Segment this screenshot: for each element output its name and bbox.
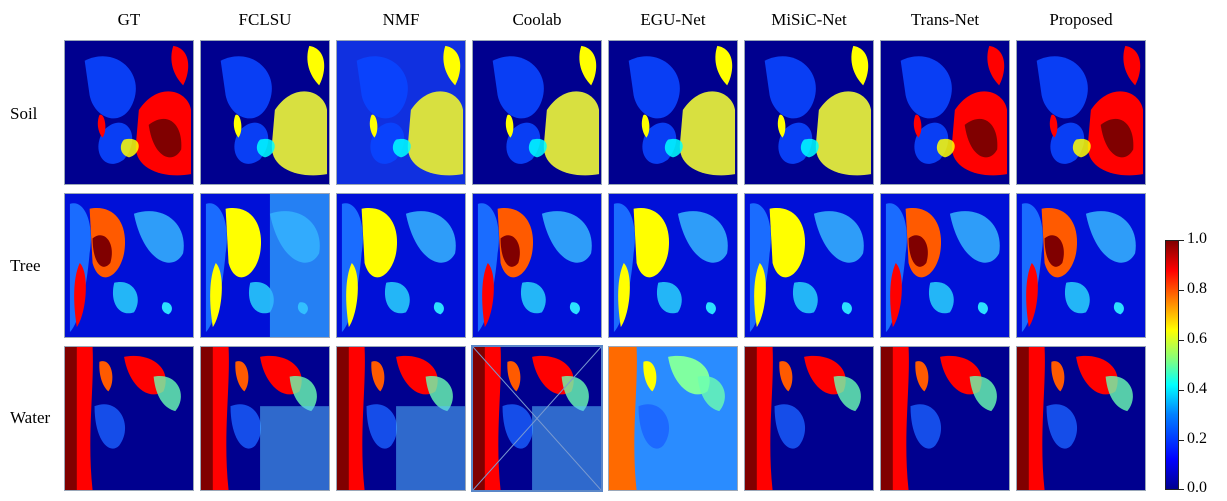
colorbar-tick-mark — [1179, 440, 1184, 441]
abundance-map-soil-nmf — [336, 40, 466, 185]
abundance-map-image — [201, 194, 329, 337]
abundance-map-tree-gt — [64, 193, 194, 338]
abundance-map-image — [1017, 347, 1145, 490]
abundance-map-soil-misic-net — [744, 40, 874, 185]
colorbar — [1165, 240, 1179, 490]
abundance-map-soil-proposed — [1016, 40, 1146, 185]
abundance-map-image — [473, 41, 601, 184]
abundance-map-water-gt — [64, 346, 194, 491]
abundance-map-image — [745, 41, 873, 184]
row-label-tree: Tree — [10, 256, 41, 275]
abundance-map-image — [65, 194, 193, 337]
abundance-map-image — [745, 194, 873, 337]
column-title-trans-net: Trans-Net — [910, 10, 980, 29]
abundance-map-soil-trans-net — [880, 40, 1010, 185]
colorbar-tick-mark — [1179, 290, 1184, 291]
column-title-nmf: NMF — [382, 10, 420, 29]
abundance-map-soil-coolab — [472, 40, 602, 185]
column-title-misic-net: MiSiC-Net — [771, 10, 847, 29]
column-title-gt: GT — [117, 10, 141, 29]
abundance-map-image — [1017, 41, 1145, 184]
abundance-map-image — [881, 194, 1009, 337]
abundance-map-soil-fclsu — [200, 40, 330, 185]
abundance-map-water-trans-net — [880, 346, 1010, 491]
colorbar-tick-label: 1.0 — [1187, 230, 1207, 247]
abundance-map-tree-egu-net — [608, 193, 738, 338]
abundance-map-tree-fclsu — [200, 193, 330, 338]
abundance-map-soil-gt — [64, 40, 194, 185]
abundance-map-tree-nmf — [336, 193, 466, 338]
abundance-map-image — [201, 41, 329, 184]
abundance-map-image — [881, 41, 1009, 184]
abundance-map-image — [337, 41, 465, 184]
abundance-map-image — [201, 347, 329, 490]
abundance-map-image — [609, 194, 737, 337]
abundance-map-tree-misic-net — [744, 193, 874, 338]
abundance-map-tree-coolab — [472, 193, 602, 338]
column-title-coolab: Coolab — [512, 10, 562, 29]
column-title-egu-net: EGU-Net — [640, 10, 706, 29]
colorbar-tick-label: 0.4 — [1187, 380, 1207, 397]
colorbar-tick-label: 0.2 — [1187, 430, 1207, 447]
abundance-map-water-nmf — [336, 346, 466, 491]
abundance-map-image — [609, 41, 737, 184]
abundance-map-image — [609, 347, 737, 490]
colorbar-tick-label: 0.8 — [1187, 280, 1207, 297]
abundance-map-image — [337, 347, 465, 490]
abundance-map-image — [65, 41, 193, 184]
abundance-map-image — [745, 347, 873, 490]
colorbar-tick-label: 0.6 — [1187, 330, 1207, 347]
abundance-map-tree-proposed — [1016, 193, 1146, 338]
abundance-map-image — [1017, 194, 1145, 337]
abundance-map-water-misic-net — [744, 346, 874, 491]
abundance-map-image — [881, 347, 1009, 490]
row-label-water: Water — [10, 408, 51, 427]
colorbar-tick-mark — [1179, 340, 1184, 341]
colorbar-tick-mark — [1179, 240, 1184, 241]
abundance-map-image — [65, 347, 193, 490]
abundance-map-water-proposed — [1016, 346, 1146, 491]
abundance-map-water-fclsu — [200, 346, 330, 491]
abundance-map-image — [473, 347, 601, 490]
colorbar-tick-label: 0.0 — [1187, 479, 1207, 496]
abundance-map-water-egu-net — [608, 346, 738, 491]
column-title-fclsu: FCLSU — [238, 10, 292, 29]
abundance-map-image — [473, 194, 601, 337]
row-label-soil: Soil — [10, 104, 38, 123]
abundance-map-water-coolab[interactable] — [471, 345, 603, 492]
abundance-map-image — [337, 194, 465, 337]
colorbar-tick-mark — [1179, 390, 1184, 391]
colorbar-tick-mark — [1179, 489, 1184, 490]
abundance-map-soil-egu-net — [608, 40, 738, 185]
column-title-proposed: Proposed — [1049, 10, 1113, 29]
abundance-map-tree-trans-net — [880, 193, 1010, 338]
